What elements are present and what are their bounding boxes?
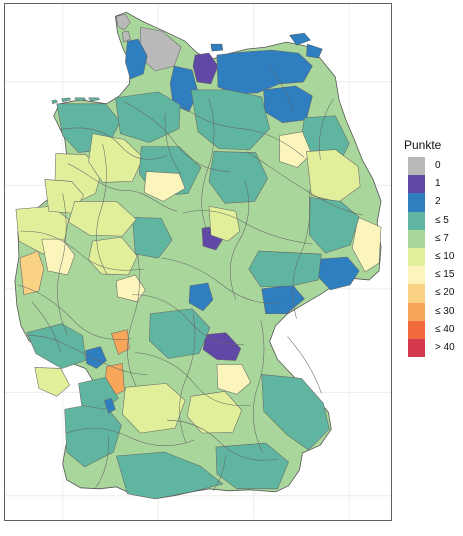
legend-label: ≤ 10 [435, 250, 455, 262]
district-teal-bavaria-south [215, 442, 289, 490]
legend-item: > 40 [408, 338, 460, 358]
legend-title: Punkte [404, 138, 442, 152]
legend-label: 2 [435, 196, 441, 208]
legend-items: 0 1 2 ≤ 5 ≤ 7 ≤ 10 [408, 157, 460, 358]
legend-item: 2 [408, 193, 460, 212]
district-orange-rhine [19, 250, 45, 296]
district-yellow-bavaria [186, 391, 243, 434]
legend-label: ≤ 15 [435, 269, 455, 281]
map-legend: Punkte 0 1 2 ≤ 5 ≤ 7 [404, 138, 460, 388]
legend-item: ≤ 20 [408, 284, 460, 303]
islands-and-coast-details [51, 14, 323, 105]
district-light-north-east [279, 131, 312, 168]
legend-item: ≤ 7 [408, 229, 460, 248]
district-teal-saxony [248, 250, 322, 288]
district-yellow-saar [34, 367, 71, 397]
legend-label: ≤ 40 [435, 323, 455, 335]
legend-swatch [408, 266, 425, 285]
district-blue-coast-w [169, 65, 199, 113]
legend-item: ≤ 10 [408, 247, 460, 267]
legend-swatch [408, 175, 425, 194]
district-borders [17, 66, 364, 491]
district-lightyellow-east [351, 216, 382, 273]
district-yellow-lower-saxony [88, 133, 144, 183]
legend-swatch [408, 338, 425, 358]
legend-label: ≤ 20 [435, 287, 455, 299]
legend-label: ≤ 7 [435, 232, 449, 244]
district-blue-palatinate [85, 346, 107, 369]
legend-item: ≤ 15 [408, 266, 460, 285]
legend-item: ≤ 40 [408, 320, 460, 339]
legend-swatch [408, 302, 425, 321]
legend-swatch [408, 157, 425, 176]
frisian-islands [116, 14, 131, 31]
legend-item: 0 [408, 157, 460, 176]
legend-item: 1 [408, 175, 460, 194]
district-blue-small-south [104, 397, 116, 414]
district-fill-patches [15, 26, 382, 500]
district-lightyellow-hesse [116, 274, 146, 303]
district-teal-hesse-center [132, 216, 173, 259]
district-teal-saxony-anhalt [208, 151, 268, 204]
district-purple-bavaria-north [202, 332, 242, 361]
district-lightyellow-lower-saxony [143, 171, 186, 202]
district-yellow-central [208, 205, 241, 242]
legend-swatch [408, 229, 425, 248]
district-blue-north-a [125, 38, 148, 80]
map-canvas [5, 4, 391, 520]
legend-swatch [408, 320, 425, 339]
district-teal-franconia [148, 308, 211, 359]
district-yellow-westphalia [68, 201, 137, 237]
district-purple-north [192, 52, 219, 85]
germany-district-map [4, 3, 392, 521]
district-yellow-brandenburg [306, 149, 361, 203]
legend-swatch [408, 247, 425, 267]
district-blue-thuringia [188, 282, 214, 312]
district-yellow-swabia [122, 383, 186, 434]
district-lightyellow-bavaria [216, 364, 252, 395]
district-teal-palatinate [26, 323, 86, 369]
district-teal-south [116, 451, 224, 500]
legend-label: 0 [435, 160, 441, 171]
legend-item: ≤ 5 [408, 211, 460, 230]
legend-swatch [408, 193, 425, 212]
legend-swatch [408, 211, 425, 230]
legend-label: ≤ 5 [435, 214, 449, 226]
district-orange-rhine-south [111, 329, 130, 355]
district-teal-berlin-region [309, 197, 360, 254]
legend-label: > 40 [435, 341, 455, 353]
legend-label: ≤ 30 [435, 305, 455, 317]
district-teal-bavaria-east [261, 374, 330, 451]
legend-item: ≤ 30 [408, 302, 460, 321]
legend-label: 1 [435, 178, 441, 190]
north-sea-islands [51, 99, 59, 105]
legend-swatch [408, 284, 425, 303]
